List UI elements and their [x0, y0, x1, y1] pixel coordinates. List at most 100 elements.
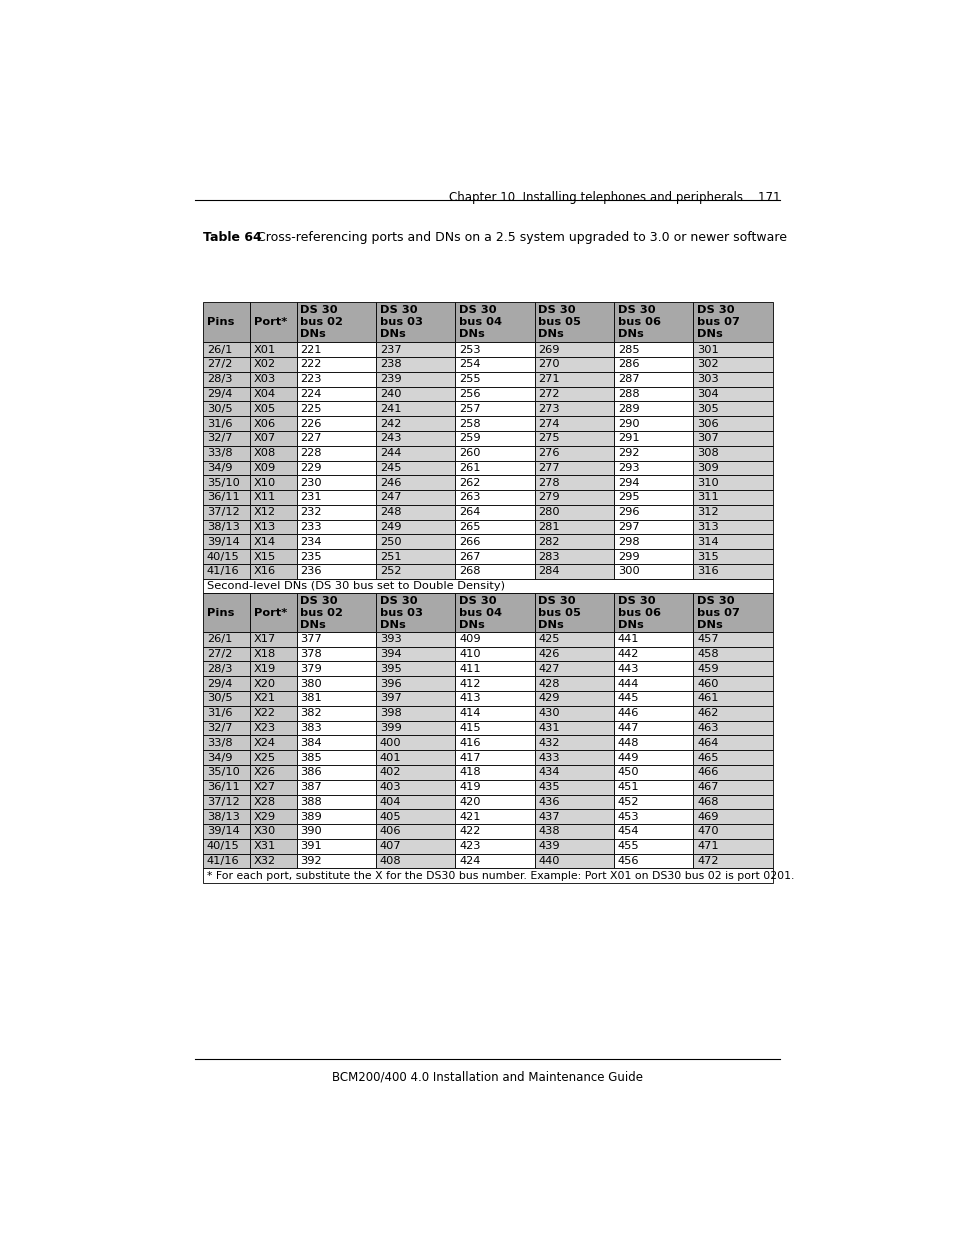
Text: 303: 303: [697, 374, 719, 384]
Bar: [455, 853, 534, 868]
Text: 225: 225: [300, 404, 321, 414]
Text: 447: 447: [618, 722, 639, 734]
Text: 430: 430: [537, 708, 559, 719]
Text: 438: 438: [537, 826, 559, 836]
Text: 286: 286: [618, 359, 639, 369]
Bar: [455, 535, 534, 550]
Text: 304: 304: [697, 389, 718, 399]
Text: 28/3: 28/3: [207, 664, 233, 674]
Bar: [203, 520, 250, 535]
Text: 305: 305: [697, 404, 719, 414]
Text: 457: 457: [697, 635, 718, 645]
Bar: [250, 750, 296, 764]
Text: 445: 445: [618, 693, 639, 704]
Text: 253: 253: [458, 345, 480, 354]
Text: 37/12: 37/12: [207, 797, 239, 806]
Text: X13: X13: [253, 522, 275, 532]
Bar: [296, 431, 375, 446]
Bar: [296, 692, 375, 706]
Text: 276: 276: [537, 448, 559, 458]
Bar: [375, 564, 455, 579]
Text: 407: 407: [379, 841, 401, 851]
Bar: [203, 706, 250, 720]
Bar: [614, 839, 693, 853]
Bar: [250, 794, 296, 809]
Text: 400: 400: [379, 737, 401, 748]
Bar: [250, 632, 296, 647]
Text: 382: 382: [300, 708, 322, 719]
Bar: [534, 357, 614, 372]
Text: 34/9: 34/9: [207, 463, 233, 473]
Bar: [534, 490, 614, 505]
Text: 36/11: 36/11: [207, 782, 239, 792]
Bar: [534, 809, 614, 824]
Text: 40/15: 40/15: [207, 552, 239, 562]
Text: 284: 284: [537, 567, 559, 577]
Text: 384: 384: [300, 737, 322, 748]
Bar: [693, 461, 772, 475]
Bar: [693, 520, 772, 535]
Text: 277: 277: [537, 463, 559, 473]
Text: X26: X26: [253, 767, 275, 777]
Bar: [455, 735, 534, 750]
Bar: [250, 764, 296, 779]
Text: 454: 454: [618, 826, 639, 836]
Text: 224: 224: [300, 389, 321, 399]
Bar: [614, 794, 693, 809]
Bar: [203, 579, 772, 593]
Bar: [203, 446, 250, 461]
Bar: [693, 809, 772, 824]
Text: 455: 455: [618, 841, 639, 851]
Text: 413: 413: [458, 693, 480, 704]
Text: 249: 249: [379, 522, 401, 532]
Text: 314: 314: [697, 537, 718, 547]
Bar: [693, 357, 772, 372]
Text: 290: 290: [618, 419, 639, 429]
Bar: [296, 735, 375, 750]
Text: 243: 243: [379, 433, 401, 443]
Bar: [614, 461, 693, 475]
Text: 244: 244: [379, 448, 400, 458]
Bar: [614, 505, 693, 520]
Text: 432: 432: [537, 737, 559, 748]
Bar: [375, 401, 455, 416]
Bar: [455, 647, 534, 662]
Bar: [693, 632, 772, 647]
Bar: [455, 809, 534, 824]
Text: 452: 452: [618, 797, 639, 806]
Text: DS 30
bus 07
DNs: DS 30 bus 07 DNs: [697, 305, 740, 340]
Text: 252: 252: [379, 567, 401, 577]
Bar: [296, 520, 375, 535]
Bar: [250, 520, 296, 535]
Text: 260: 260: [458, 448, 480, 458]
Bar: [534, 750, 614, 764]
Bar: [693, 431, 772, 446]
Text: Pins: Pins: [207, 608, 233, 618]
Bar: [534, 446, 614, 461]
Bar: [614, 535, 693, 550]
Bar: [250, 662, 296, 677]
Text: 394: 394: [379, 650, 401, 659]
Bar: [296, 824, 375, 839]
Text: 459: 459: [697, 664, 718, 674]
Text: 434: 434: [537, 767, 559, 777]
Bar: [203, 677, 250, 692]
Text: * For each port, substitute the X for the DS30 bus number. Example: Port X01 on : * For each port, substitute the X for th…: [207, 871, 793, 881]
Bar: [614, 303, 693, 342]
Bar: [455, 303, 534, 342]
Text: 311: 311: [697, 493, 719, 503]
Text: 425: 425: [537, 635, 559, 645]
Text: DS 30
bus 03
DNs: DS 30 bus 03 DNs: [379, 595, 422, 630]
Bar: [614, 677, 693, 692]
Bar: [203, 764, 250, 779]
Bar: [250, 593, 296, 632]
Text: 36/11: 36/11: [207, 493, 239, 503]
Bar: [375, 505, 455, 520]
Text: 418: 418: [458, 767, 480, 777]
Text: 310: 310: [697, 478, 719, 488]
Bar: [203, 342, 250, 357]
Text: 397: 397: [379, 693, 401, 704]
Text: X24: X24: [253, 737, 275, 748]
Text: 387: 387: [300, 782, 322, 792]
Text: 292: 292: [618, 448, 639, 458]
